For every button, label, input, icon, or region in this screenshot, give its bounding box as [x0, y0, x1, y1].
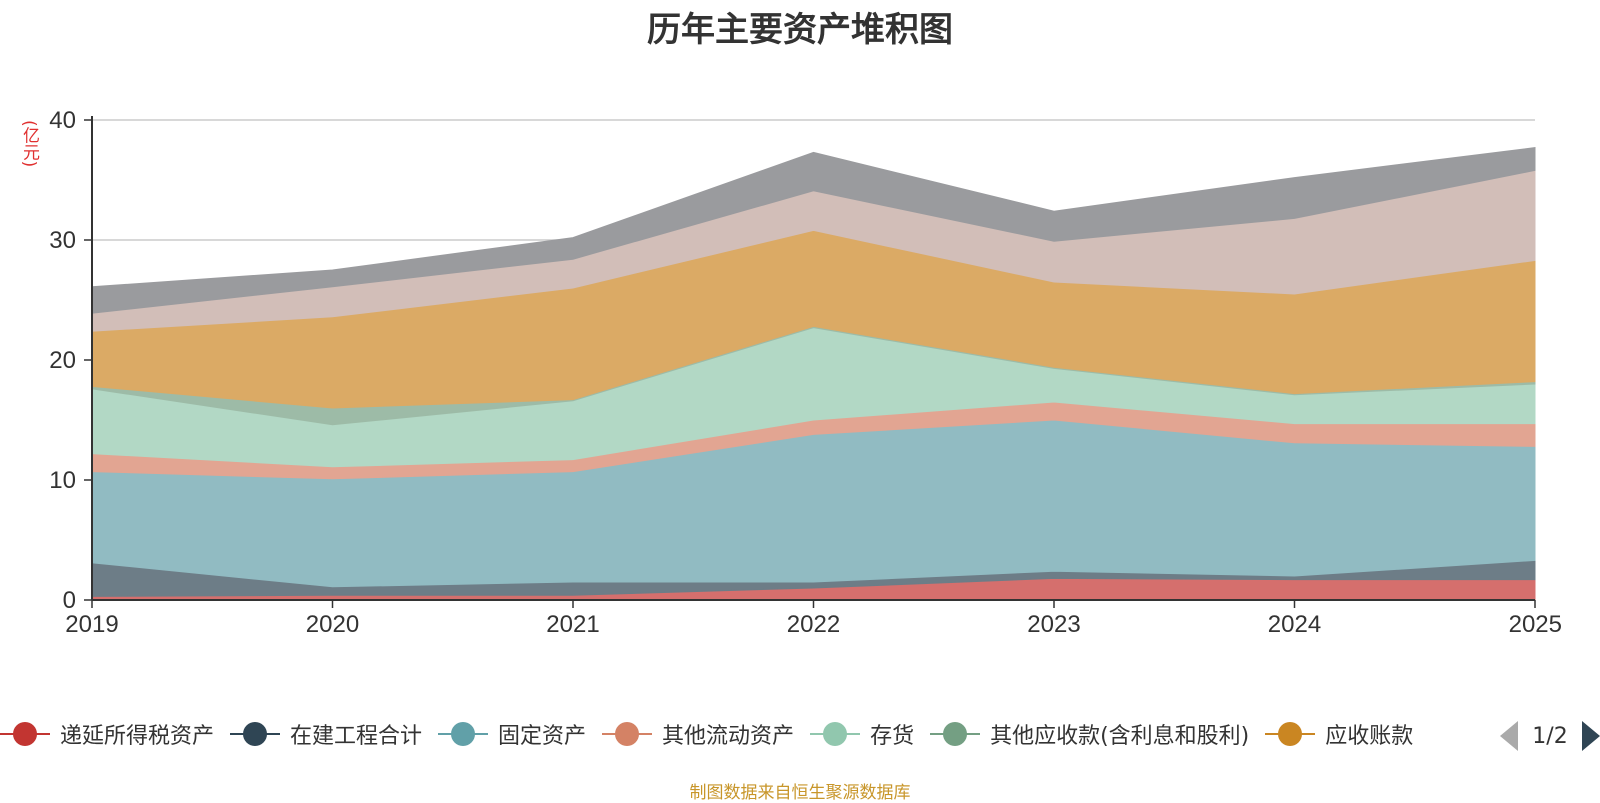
x-tick-label: 2025	[1509, 611, 1562, 638]
legend-item[interactable]: 其他流动资产	[602, 716, 794, 752]
legend: 递延所得税资产 在建工程合计 固定资产 其他流动资产 存货 其他应收款(含利息和股利) 应收…	[0, 716, 1500, 752]
legend-item[interactable]: 其他应收款(含利息和股利)	[930, 716, 1249, 752]
y-tick-label: 30	[49, 227, 76, 254]
axes: 0 10 20 30 40 2019 2020 2021 2022 2023 2024 2025	[49, 107, 1562, 638]
legend-pager: 1/2	[1500, 718, 1600, 754]
legend-label: 存货	[870, 724, 915, 749]
legend-label: 其他应收款(含利息和股利)	[990, 724, 1250, 749]
y-tick-label: 10	[49, 467, 76, 494]
x-tick-label: 2019	[65, 611, 118, 638]
source-note: 制图数据来自恒生聚源数据库	[689, 783, 911, 803]
legend-label: 应收账款	[1325, 724, 1414, 749]
legend-marker-icon	[930, 722, 981, 746]
legend-item[interactable]: 应收账款	[1265, 716, 1413, 752]
legend-marker-icon	[438, 722, 489, 746]
y-tick-label: 20	[49, 347, 76, 374]
legend-marker-icon	[230, 722, 281, 746]
legend-page-indicator: 1/2	[1532, 723, 1568, 749]
legend-item[interactable]: 存货	[810, 716, 914, 752]
y-axis-unit-label: (亿元)	[19, 120, 39, 168]
y-tick-label: 40	[49, 107, 76, 134]
legend-item[interactable]: 在建工程合计	[230, 716, 422, 752]
legend-marker-icon	[602, 722, 653, 746]
stacked-area-chart: 0 10 20 30 40 2019 2020 2021 2022 2023 2024 2025	[49, 107, 1562, 638]
x-tick-label: 2020	[306, 611, 359, 638]
legend-item[interactable]: 固定资产	[438, 716, 586, 752]
x-tick-label: 2021	[546, 611, 599, 638]
legend-item[interactable]: 递延所得税资产	[0, 716, 214, 752]
legend-marker-icon	[810, 722, 861, 746]
legend-label: 在建工程合计	[290, 724, 423, 749]
legend-prev-page-icon[interactable]	[1500, 721, 1518, 751]
legend-label: 递延所得税资产	[60, 724, 215, 749]
x-tick-label: 2022	[787, 611, 840, 638]
legend-marker-icon	[0, 722, 50, 746]
x-tick-label: 2023	[1027, 611, 1080, 638]
legend-label: 其他流动资产	[662, 724, 795, 749]
area-series	[91, 147, 1536, 601]
legend-marker-icon	[1265, 722, 1316, 746]
legend-label: 固定资产	[498, 724, 587, 749]
chart-title: 历年主要资产堆积图	[647, 10, 953, 50]
legend-next-page-icon[interactable]	[1582, 721, 1600, 751]
x-tick-label: 2024	[1268, 611, 1321, 638]
y-tick-label: 0	[63, 587, 76, 614]
area-series-8[interactable]	[91, 147, 1536, 314]
